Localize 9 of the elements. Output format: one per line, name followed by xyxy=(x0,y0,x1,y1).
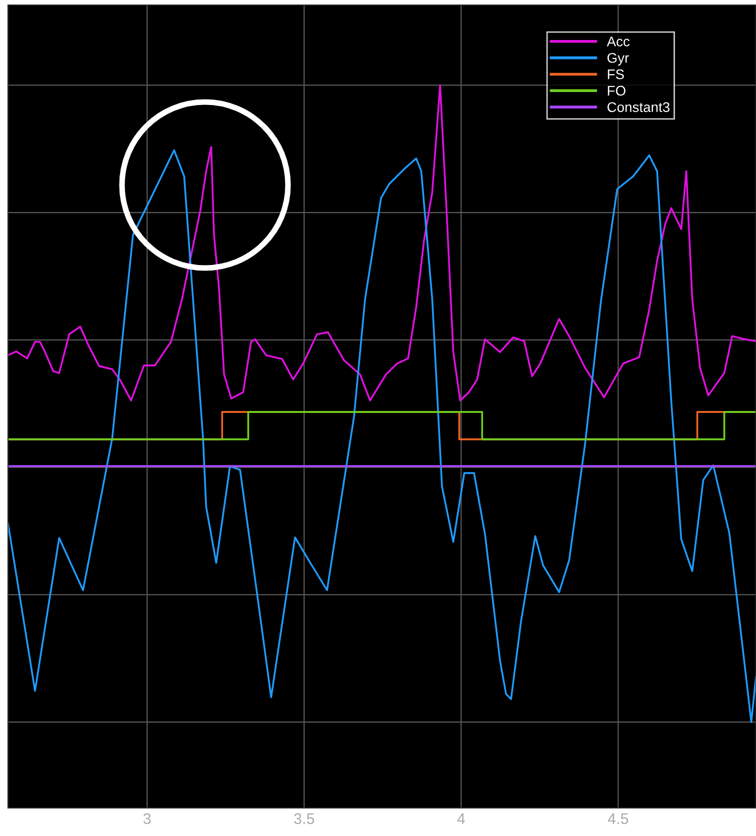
x-tick-label: 3 xyxy=(143,813,151,824)
x-tick-label: 4 xyxy=(457,813,465,824)
x-tick-label: 3.5 xyxy=(294,813,314,824)
legend-label: Constant3 xyxy=(607,102,670,112)
x-tick-label: 4.5 xyxy=(608,813,628,824)
legend-label: FS xyxy=(608,69,624,80)
legend-label: Gyr xyxy=(607,52,629,66)
legend-label: FO xyxy=(608,86,626,96)
legend-label: Acc xyxy=(606,36,630,46)
